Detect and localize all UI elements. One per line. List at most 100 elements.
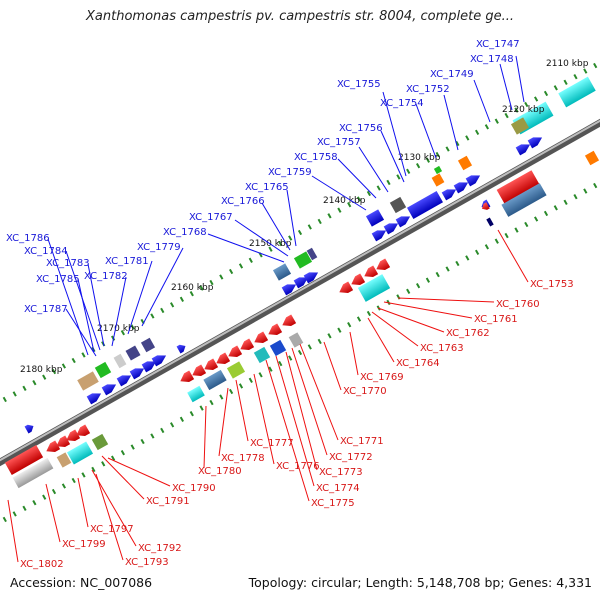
forward-gene-arrow xyxy=(24,424,34,434)
tick-mark xyxy=(42,494,47,500)
leader-line-xc-1785 xyxy=(77,278,95,353)
tick-mark xyxy=(376,185,381,191)
gene-label-xc-1762[interactable]: XC_1762 xyxy=(446,328,490,339)
gene-label-xc-1802[interactable]: XC_1802 xyxy=(20,559,64,570)
forward-gene-arrow xyxy=(116,375,132,387)
tick-mark xyxy=(425,157,431,163)
tick-mark xyxy=(268,366,273,372)
gene-label-xc-1765[interactable]: XC_1765 xyxy=(245,182,289,193)
gene-label-xc-1756[interactable]: XC_1756 xyxy=(339,123,383,134)
tick-mark xyxy=(288,235,293,241)
gene-label-xc-1771[interactable]: XC_1771 xyxy=(340,436,384,447)
tick-mark xyxy=(415,283,421,289)
gene-label-xc-1759[interactable]: XC_1759 xyxy=(268,167,312,178)
gene-label-xc-1787[interactable]: XC_1787 xyxy=(24,304,68,315)
gene-label-xc-1777[interactable]: XC_1777 xyxy=(250,438,294,449)
gene-label-xc-1764[interactable]: XC_1764 xyxy=(396,358,440,369)
gene-label-xc-1782[interactable]: XC_1782 xyxy=(84,271,128,282)
tick-mark xyxy=(337,207,342,213)
leader-line-xc-1783 xyxy=(87,263,105,347)
tick-mark xyxy=(504,232,509,239)
gene-label-xc-1749[interactable]: XC_1749 xyxy=(430,69,474,80)
gene-label-xc-1747[interactable]: XC_1747 xyxy=(476,39,520,50)
tick-mark xyxy=(445,146,450,152)
gene-label-xc-1780[interactable]: XC_1780 xyxy=(198,466,242,477)
gene-label-xc-1774[interactable]: XC_1774 xyxy=(316,483,360,494)
forward-gene-arrow xyxy=(383,223,399,235)
leader-line-xc-1792 xyxy=(91,469,137,547)
tick-mark xyxy=(484,244,490,250)
gene-block-navy xyxy=(486,217,494,227)
gene-label-xc-1775[interactable]: XC_1775 xyxy=(311,498,355,509)
tick-mark xyxy=(573,74,578,80)
leader-line-xc-1748 xyxy=(499,63,513,111)
gene-label-xc-1758[interactable]: XC_1758 xyxy=(294,152,338,163)
gene-block-blue xyxy=(407,190,443,220)
gene-label-xc-1748[interactable]: XC_1748 xyxy=(470,54,514,65)
gene-label-xc-1754[interactable]: XC_1754 xyxy=(380,98,424,109)
leader-line-xc-1774 xyxy=(275,355,315,487)
gene-label-xc-1790[interactable]: XC_1790 xyxy=(172,483,216,494)
gene-label-xc-1769[interactable]: XC_1769 xyxy=(360,372,404,383)
gene-label-xc-1766[interactable]: XC_1766 xyxy=(221,196,265,207)
gene-label-xc-1760[interactable]: XC_1760 xyxy=(496,299,540,310)
gene-label-xc-1767[interactable]: XC_1767 xyxy=(189,212,233,223)
tick-mark xyxy=(366,190,372,197)
tick-mark xyxy=(465,255,470,261)
reverse-gene-arrow xyxy=(56,435,71,448)
topology-text: Topology: circular; Length: 5,148,708 bp… xyxy=(248,575,592,590)
label-leaders xyxy=(7,55,529,563)
gene-label-xc-1797[interactable]: XC_1797 xyxy=(90,524,134,535)
gene-label-xc-1773[interactable]: XC_1773 xyxy=(319,467,363,478)
gene-label-xc-1755[interactable]: XC_1755 xyxy=(337,79,381,90)
gene-block-green xyxy=(433,165,443,175)
gene-block-teal xyxy=(558,76,596,108)
gene-labels: XC_1747 XC_1748 XC_1749 XC_1752 XC_1754 XC_17… xyxy=(6,39,574,570)
gene-label-xc-1785[interactable]: XC_1785 xyxy=(36,274,80,285)
gene-label-xc-1793[interactable]: XC_1793 xyxy=(125,557,169,568)
gene-label-xc-1786[interactable]: XC_1786 xyxy=(6,233,50,244)
gene-label-xc-1768[interactable]: XC_1768 xyxy=(163,227,207,238)
forward-gene-arrow xyxy=(465,175,481,187)
gene-block-slate xyxy=(306,247,318,261)
gene-label-xc-1799[interactable]: XC_1799 xyxy=(62,539,106,550)
tick-mark xyxy=(209,399,214,406)
forward-gene-arrow xyxy=(129,368,145,380)
gene-label-xc-1761[interactable]: XC_1761 xyxy=(474,314,518,325)
tick-mark xyxy=(199,405,204,411)
tick-mark xyxy=(297,229,303,236)
gene-label-xc-1791[interactable]: XC_1791 xyxy=(146,496,190,507)
tick-mark xyxy=(307,224,312,230)
tick-mark xyxy=(297,349,303,356)
gene-label-xc-1783[interactable]: XC_1783 xyxy=(46,258,90,269)
backbone-shadow xyxy=(0,118,600,467)
gene-label-xc-1752[interactable]: XC_1752 xyxy=(406,84,450,95)
tick-mark xyxy=(81,352,86,358)
reverse-gene-arrow xyxy=(339,281,354,294)
gene-label-xc-1772[interactable]: XC_1772 xyxy=(329,452,373,463)
gene-label-xc-1770[interactable]: XC_1770 xyxy=(343,386,387,397)
gene-label-xc-1781[interactable]: XC_1781 xyxy=(105,256,149,267)
tick-mark xyxy=(435,271,440,278)
tick-mark xyxy=(71,357,76,364)
gene-block-steel xyxy=(203,369,227,391)
tick-mark xyxy=(140,438,145,445)
gene-label-xc-1792[interactable]: XC_1792 xyxy=(138,543,182,554)
gene-block-silver xyxy=(12,457,54,489)
leader-line-xc-1766 xyxy=(261,202,291,251)
gene-label-xc-1778[interactable]: XC_1778 xyxy=(221,453,265,464)
gene-label-xc-1779[interactable]: XC_1779 xyxy=(137,242,181,253)
gene-label-xc-1784[interactable]: XC_1784 xyxy=(24,246,68,257)
tick-mark xyxy=(366,310,372,317)
gene-label-xc-1776[interactable]: XC_1776 xyxy=(276,461,320,472)
tick-mark xyxy=(169,422,175,428)
reverse-gene-arrow xyxy=(282,314,297,327)
leader-line-xc-1758 xyxy=(337,158,377,199)
reverse-gene-arrow xyxy=(66,429,81,442)
gene-label-xc-1753[interactable]: XC_1753 xyxy=(530,279,574,290)
gene-label-xc-1763[interactable]: XC_1763 xyxy=(420,343,464,354)
leader-line-xc-1787 xyxy=(65,308,97,357)
gene-label-xc-1757[interactable]: XC_1757 xyxy=(317,137,361,148)
tick-mark xyxy=(563,199,568,205)
